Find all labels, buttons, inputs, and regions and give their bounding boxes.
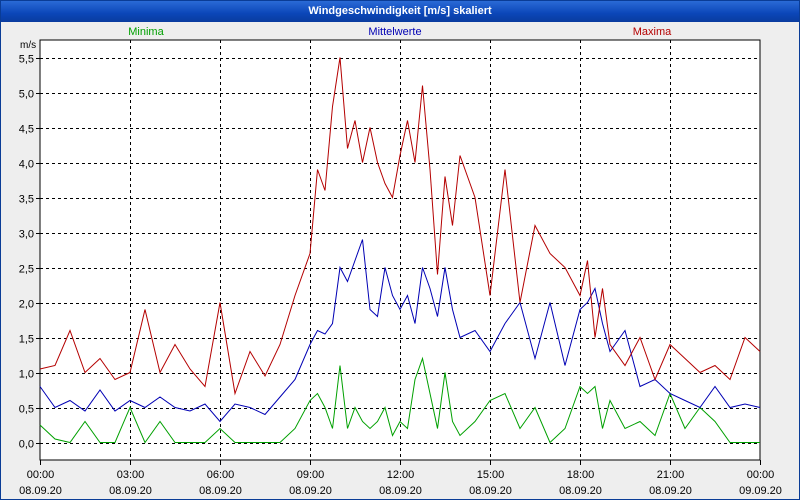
x-tick-time: 03:00 <box>117 469 145 481</box>
x-tick-date: 08.09.20 <box>289 485 332 497</box>
x-axis: 00:00 08.09.20 03:00 08.09.20 06:00 08.09.20 0… <box>19 460 782 497</box>
y-tick-label: 3,0 <box>19 229 34 241</box>
y-tick-label: 3,5 <box>19 194 34 206</box>
y-tick-label: 4,5 <box>19 124 34 136</box>
legend-item-minima: Minima <box>128 26 164 38</box>
x-tick-time: 18:00 <box>567 469 595 481</box>
x-tick-time: 21:00 <box>657 469 685 481</box>
y-tick-label: 0,5 <box>19 404 34 416</box>
x-tick-time: 06:00 <box>207 469 235 481</box>
x-tick-time: 15:00 <box>477 469 505 481</box>
x-tick-date: 09.09.20 <box>739 485 782 497</box>
x-tick-date: 08.09.20 <box>559 485 602 497</box>
y-axis: m/s 0,0 0,5 1,0 1,5 2,0 2,5 3,0 3,5 4,0 4,5 5,0 5,5 <box>19 40 40 451</box>
series-line-maxima <box>39 57 761 396</box>
legend: Minima Mittelwerte Maxima <box>128 26 672 38</box>
y-tick-label: 0,0 <box>19 439 34 451</box>
y-tick-label: 5,0 <box>19 89 34 101</box>
y-tick-label: 5,5 <box>19 54 34 66</box>
y-tick-label: 4,0 <box>19 159 34 171</box>
y-tick-label: 1,0 <box>19 369 34 381</box>
x-tick-date: 08.09.20 <box>109 485 152 497</box>
x-tick-date: 08.09.20 <box>199 485 242 497</box>
x-tick-date: 08.09.20 <box>379 485 422 497</box>
x-tick-time: 12:00 <box>387 469 415 481</box>
x-tick-time: 00:00 <box>747 469 775 481</box>
window-title: Windgeschwindigkeit [m/s] skaliert <box>1 1 799 22</box>
x-tick-date: 08.09.20 <box>469 485 512 497</box>
y-axis-unit: m/s <box>20 40 36 51</box>
y-tick-label: 1,5 <box>19 334 34 346</box>
series-line-minima <box>39 356 760 444</box>
grid <box>40 40 760 460</box>
series-line-mittelwerte <box>39 239 761 423</box>
y-tick-label: 2,0 <box>19 299 34 311</box>
series-group <box>39 57 761 444</box>
x-tick-date: 08.09.20 <box>19 485 62 497</box>
y-tick-label: 2,5 <box>19 264 34 276</box>
x-tick-time: 09:00 <box>297 469 325 481</box>
x-tick-date: 08.09.20 <box>649 485 692 497</box>
legend-item-mittelwerte: Mittelwerte <box>368 26 421 38</box>
legend-item-maxima: Maxima <box>633 26 672 38</box>
x-tick-time: 00:00 <box>27 469 55 481</box>
